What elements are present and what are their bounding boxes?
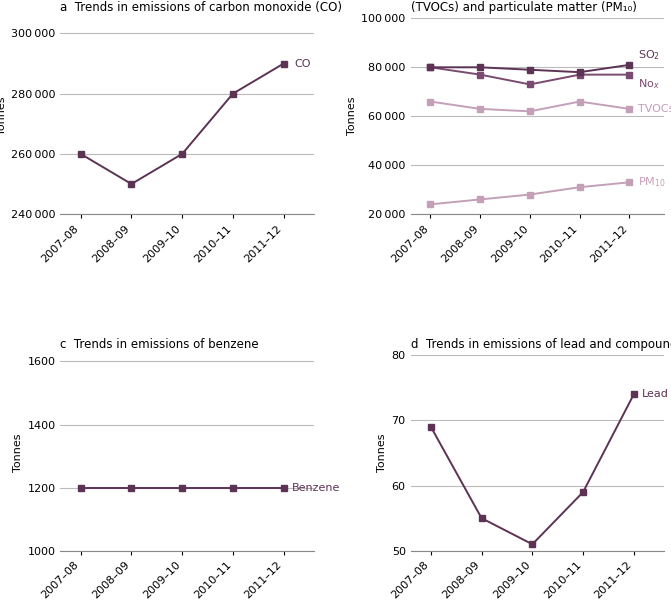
Text: Lead: Lead (642, 389, 669, 399)
Text: b  Trends in emissions of sulfur dioxide (SO₂), oxides of
nitrogen (Noₓ), total : b Trends in emissions of sulfur dioxide … (411, 0, 671, 15)
Text: d  Trends in emissions of lead and compounds: d Trends in emissions of lead and compou… (411, 338, 671, 351)
Text: PM$_{10}$: PM$_{10}$ (638, 176, 666, 189)
Text: TVOCs: TVOCs (638, 104, 671, 114)
Text: Benzene: Benzene (292, 483, 340, 493)
Text: a  Trends in emissions of carbon monoxide (CO): a Trends in emissions of carbon monoxide… (60, 1, 342, 15)
Y-axis label: Tonnes: Tonnes (0, 97, 7, 135)
Text: No$_x$: No$_x$ (638, 77, 660, 91)
Y-axis label: Tonnes: Tonnes (13, 434, 23, 472)
Y-axis label: Tonnes: Tonnes (377, 434, 387, 472)
Text: SO$_2$: SO$_2$ (638, 48, 660, 62)
Y-axis label: Tonnes: Tonnes (348, 97, 357, 135)
Text: c  Trends in emissions of benzene: c Trends in emissions of benzene (60, 338, 259, 351)
Text: CO: CO (295, 59, 311, 69)
